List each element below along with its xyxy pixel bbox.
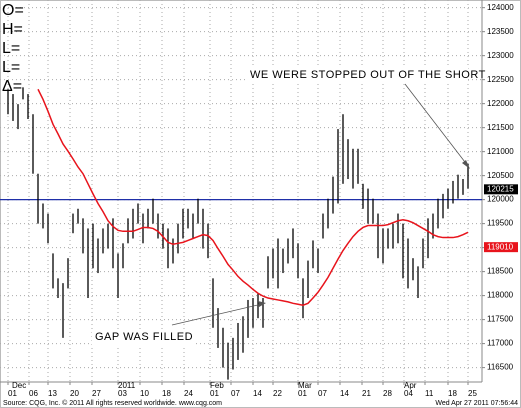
arrow-head (258, 301, 266, 307)
x-tick-label: 13 (48, 389, 57, 398)
y-tick-label: 120500 (487, 171, 514, 180)
y-tick-label: 117000 (487, 339, 514, 348)
x-tick-label: 04 (404, 389, 413, 398)
readout-high: H= (2, 21, 23, 38)
arrow-head (462, 160, 470, 169)
x-tick-label: 14 (340, 389, 349, 398)
y-tick-label: 118500 (487, 267, 514, 276)
readout-change: Δ= (2, 78, 22, 95)
y-tick-label: 117500 (487, 315, 514, 324)
month-label: Apr (404, 381, 417, 390)
x-tick-label: 14 (253, 389, 262, 398)
x-tick-label: 27 (92, 389, 101, 398)
annotation-arrow (171, 303, 263, 326)
price-marker (484, 242, 518, 253)
month-label: Dec (12, 381, 26, 390)
y-tick-label: 118000 (487, 291, 514, 300)
y-tick-label: 116500 (487, 363, 514, 372)
x-tick-label: 21 (362, 389, 371, 398)
x-tick-label: 24 (184, 389, 193, 398)
y-tick-label: 122500 (487, 75, 514, 84)
y-tick-label: 123000 (487, 51, 514, 60)
annotation-bg (92, 329, 196, 345)
readout-low: L= (2, 40, 20, 57)
moving-average (37, 88, 469, 306)
y-tick-label: 122000 (487, 99, 514, 108)
plot-area: 1165001170001175001180001185001190001195… (0, 0, 514, 398)
y-tick-label: 124000 (487, 3, 514, 12)
x-tick-label: 01 (298, 389, 307, 398)
annotation-bg (246, 66, 468, 83)
x-tick-label: 03 (118, 389, 127, 398)
x-tick-label: 18 (448, 389, 457, 398)
month-label: Feb (210, 381, 224, 390)
price-marker-label: 119010 (487, 242, 514, 251)
x-tick-label: 18 (162, 389, 171, 398)
y-tick-label: 121500 (487, 123, 514, 132)
x-tick-label: 10 (140, 389, 149, 398)
x-tick-label: 01 (8, 389, 17, 398)
annotation: WE WERE STOPPED OUT OF THE SHORT (250, 69, 486, 81)
annotation-arrow (404, 83, 469, 167)
y-tick-label: 120000 (487, 195, 514, 204)
x-tick-label: 06 (29, 389, 38, 398)
y-tick-label: 121000 (487, 147, 514, 156)
month-label: 2011 (118, 381, 136, 390)
price-marker (484, 184, 518, 195)
y-tick-label: 119500 (487, 219, 514, 228)
month-label: Mar (298, 381, 312, 390)
x-tick-label: 28 (383, 389, 392, 398)
x-tick-label: 07 (231, 389, 240, 398)
x-tick-label: 01 (210, 389, 219, 398)
readout-open: O= (2, 2, 24, 19)
annotation: GAP WAS FILLED (95, 331, 193, 343)
timestamp: Wed Apr 27 2011 07:56:44 (435, 400, 518, 407)
x-tick-label: 25 (468, 389, 477, 398)
readout-last: L= (2, 59, 20, 76)
x-tick-label: 11 (425, 389, 434, 398)
x-tick-label: 07 (318, 389, 327, 398)
y-tick-label: 123500 (487, 27, 514, 36)
price-marker-label: 120215 (487, 184, 514, 193)
x-tick-label: 20 (70, 389, 79, 398)
x-tick-label: 22 (273, 389, 282, 398)
source: Source: CQG, Inc. © 2011 All rights rese… (3, 399, 222, 407)
